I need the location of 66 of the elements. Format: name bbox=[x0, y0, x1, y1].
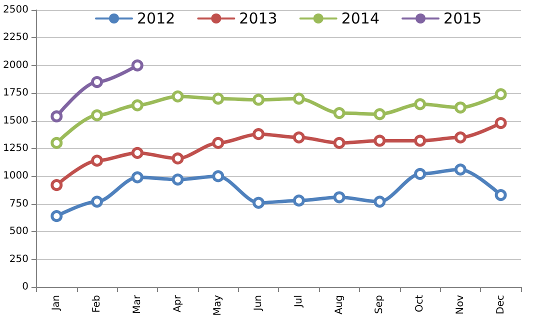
point bbox=[374, 108, 386, 120]
x-tick-label: Feb bbox=[92, 295, 103, 313]
y-tick-label: 2500 bbox=[2, 4, 28, 16]
y-tick-label: 0 bbox=[22, 282, 28, 292]
x-tick-label: Jun bbox=[253, 295, 264, 312]
point bbox=[414, 134, 426, 147]
x-tick-label: Nov bbox=[454, 294, 466, 315]
x-tick-label: Mar bbox=[132, 294, 143, 314]
y-tick-label: 750 bbox=[9, 198, 28, 210]
x-tick-label: Jan bbox=[51, 295, 62, 312]
point bbox=[131, 99, 144, 112]
point bbox=[50, 210, 63, 222]
point bbox=[131, 146, 144, 159]
point bbox=[333, 136, 346, 149]
y-tick-label: 500 bbox=[9, 226, 28, 238]
point bbox=[292, 194, 305, 207]
point bbox=[494, 189, 507, 202]
x-tick-label: Sep bbox=[374, 295, 386, 314]
y-tick-label: 1500 bbox=[2, 115, 28, 126]
point bbox=[91, 76, 104, 88]
point bbox=[333, 191, 346, 204]
x-tick-label: Apr bbox=[172, 294, 184, 312]
y-tick-label: 1000 bbox=[2, 170, 28, 182]
point bbox=[91, 154, 104, 167]
point bbox=[252, 128, 265, 140]
point bbox=[172, 174, 184, 186]
x-tick-label: Dec bbox=[495, 295, 506, 314]
point bbox=[212, 170, 224, 182]
point bbox=[374, 196, 386, 208]
point bbox=[494, 117, 507, 130]
y-tick-label: 1250 bbox=[2, 143, 28, 154]
point bbox=[91, 196, 104, 208]
x-tick-label: Oct bbox=[414, 294, 426, 312]
x-tick-label: May bbox=[212, 294, 224, 316]
point bbox=[131, 171, 144, 184]
point bbox=[50, 179, 63, 192]
point bbox=[131, 59, 144, 72]
point bbox=[414, 98, 426, 110]
point bbox=[172, 152, 184, 164]
x-tick-label: Jul bbox=[293, 295, 304, 308]
point bbox=[172, 90, 184, 102]
point bbox=[252, 94, 265, 106]
point bbox=[50, 110, 63, 122]
point bbox=[414, 168, 426, 180]
legend-label: 2013 bbox=[239, 10, 278, 28]
point bbox=[91, 109, 104, 122]
point bbox=[212, 136, 224, 149]
legend-label: 2015 bbox=[444, 10, 482, 28]
point bbox=[454, 164, 466, 176]
point bbox=[50, 136, 63, 149]
point bbox=[374, 134, 386, 147]
y-tick-label: 2000 bbox=[2, 60, 28, 71]
point bbox=[292, 131, 305, 144]
point bbox=[292, 92, 305, 105]
point bbox=[454, 131, 466, 144]
point bbox=[494, 88, 507, 100]
y-tick-label: 250 bbox=[9, 254, 28, 265]
point bbox=[333, 107, 346, 120]
point bbox=[454, 102, 466, 114]
point bbox=[212, 92, 224, 105]
y-tick-label: 1750 bbox=[2, 88, 28, 99]
legend-label: 2014 bbox=[341, 10, 380, 28]
y-tick-label: 2250 bbox=[2, 32, 28, 44]
x-tick-label: Aug bbox=[334, 295, 345, 315]
legend-label: 2012 bbox=[137, 10, 176, 28]
point bbox=[252, 196, 265, 209]
